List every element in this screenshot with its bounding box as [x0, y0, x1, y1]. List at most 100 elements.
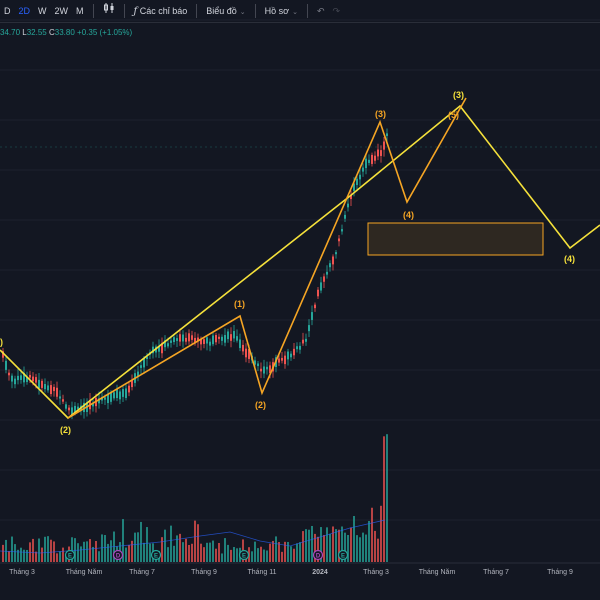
candle-body [119, 391, 121, 400]
volume-bar [359, 537, 361, 562]
candle-body [137, 371, 139, 377]
chart-type-button[interactable] [99, 0, 119, 22]
dividend-marker-icon[interactable]: D [112, 549, 124, 561]
candle-body [29, 374, 31, 378]
toolbar-divider [196, 4, 198, 18]
candle-body [341, 229, 343, 232]
candle-body [338, 238, 340, 242]
volume-bar [146, 527, 148, 562]
interval-w[interactable]: W [38, 6, 47, 16]
undo-button[interactable]: ↶ [313, 0, 329, 22]
volume-bar [299, 542, 301, 562]
candle-body [77, 406, 79, 410]
candle-body [68, 407, 70, 411]
volume-bar [275, 536, 277, 562]
candle-body [56, 387, 58, 397]
svg-text:E: E [242, 554, 246, 560]
candle-body [176, 338, 178, 341]
redo-button[interactable]: ↷ [329, 0, 345, 22]
candle-body [200, 339, 202, 345]
low-value: 32.55 [26, 28, 47, 37]
candle-body [239, 339, 241, 349]
interval-m[interactable]: M [76, 6, 84, 16]
yellow-wave-label-4: (4) [564, 254, 575, 264]
chart-menu-button[interactable]: Biểu đồ ⌄ [202, 0, 249, 22]
volume-bar [38, 538, 40, 562]
candle-body [104, 397, 106, 400]
candle-body [365, 158, 367, 169]
candle-body [269, 365, 271, 374]
time-axis-label: Tháng Năm [66, 569, 103, 576]
volume-bar [191, 543, 193, 562]
candle-body [377, 149, 379, 157]
earnings-marker-icon[interactable]: E [337, 549, 349, 561]
candle-body [170, 340, 172, 343]
volume-bar [263, 549, 265, 562]
orange-wave-label-3: (3) [375, 109, 386, 119]
volume-bar [227, 544, 229, 562]
volume-bar [284, 541, 286, 562]
profile-menu-button[interactable]: Hồ sơ ⌄ [261, 0, 302, 22]
svg-text:D: D [316, 554, 321, 560]
close-value: 33.80 [54, 28, 75, 37]
indicators-button[interactable]: ƒ Các chỉ báo [130, 0, 192, 22]
candle-body [332, 256, 334, 265]
volume-bar [71, 537, 73, 562]
change-value: +0.35 (+1.05%) [77, 28, 133, 37]
candle-body [113, 392, 115, 399]
orange-wave-label-5: (5) [448, 110, 459, 120]
interval-2d[interactable]: 2D [18, 6, 31, 16]
candle-body [347, 203, 349, 208]
volume-bar [185, 538, 187, 562]
candle-body [233, 331, 235, 339]
candle-body [128, 385, 130, 393]
volume-bar [203, 547, 205, 562]
candle-body [23, 372, 25, 383]
volume-bar [215, 548, 217, 562]
chevron-down-icon: ⌄ [292, 9, 298, 16]
volume-bar [35, 551, 37, 562]
volume-bar [89, 539, 91, 562]
volume-bar [317, 536, 319, 562]
candle-body [245, 348, 247, 358]
volume-bar [50, 539, 52, 562]
volume-bar [287, 541, 289, 562]
candle-body [65, 404, 67, 409]
candle-body [383, 141, 385, 150]
time-axis-label: Tháng 9 [547, 569, 573, 576]
volume-bar [266, 550, 268, 562]
orange-wave-line [67, 97, 467, 419]
volume-bar [92, 546, 94, 562]
time-axis-label: Tháng Năm [419, 569, 456, 576]
orange-wave-label-2: (2) [255, 400, 266, 410]
volume-bar [20, 547, 22, 562]
candle-body [311, 312, 313, 320]
volume-bar [335, 529, 337, 562]
volume-bar [365, 534, 367, 562]
candle-body [38, 379, 40, 388]
volume-bar [95, 541, 97, 562]
candle-body [197, 337, 199, 342]
candle-body [257, 363, 259, 367]
candle-body [32, 376, 34, 382]
volume-bar [344, 532, 346, 562]
candle-body [218, 336, 220, 339]
candle-body [188, 333, 190, 342]
time-axis-label: Tháng 11 [247, 569, 276, 576]
interval-d[interactable]: D [4, 6, 11, 16]
candle-body [248, 349, 250, 359]
earnings-marker-icon[interactable]: E [64, 549, 76, 561]
volume-bar [353, 516, 355, 562]
earnings-marker-icon[interactable]: E [150, 549, 162, 561]
candle-body [2, 351, 4, 358]
orange-wave-label-1: (1) [234, 299, 245, 309]
earnings-marker-icon[interactable]: E [238, 549, 250, 561]
candle-body [14, 378, 16, 385]
svg-text:E: E [341, 554, 345, 560]
interval-2w[interactable]: 2W [54, 6, 69, 16]
candles-icon [103, 3, 114, 13]
volume-bar [164, 529, 166, 562]
dividend-marker-icon[interactable]: D [312, 549, 324, 561]
